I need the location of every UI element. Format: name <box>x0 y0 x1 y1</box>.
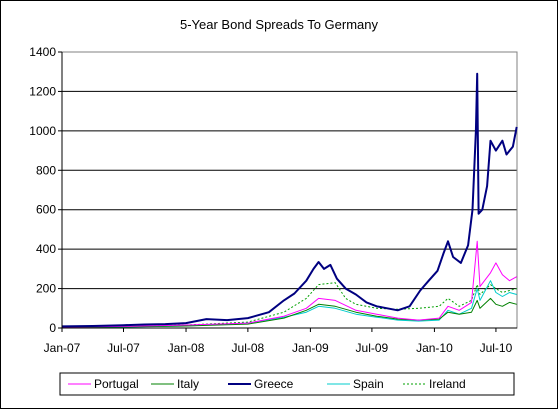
legend-label-italy: Italy <box>177 377 199 391</box>
legend-label-ireland: Ireland <box>429 377 466 391</box>
y-tick-label: 1200 <box>29 84 56 98</box>
series-line-portugal <box>61 240 517 328</box>
x-tick-label: Jul-10 <box>480 341 513 355</box>
y-tick-label: 0 <box>49 321 56 335</box>
legend: Portugal Italy Greece Spain Ireland <box>59 372 515 396</box>
legend-label-greece: Greece <box>254 377 294 391</box>
series-line-ireland <box>61 282 517 328</box>
x-tick-label: Jan-09 <box>292 341 329 355</box>
x-tick-label: Jan-10 <box>416 341 453 355</box>
axes: 0 200 400 600 800 1000 1200 1400 Jan-07 Jul-07 Jan… <box>29 45 517 355</box>
y-tick-label: 600 <box>36 203 56 217</box>
x-tick-label: Jul-08 <box>232 341 265 355</box>
x-tick-label: Jan-08 <box>168 341 205 355</box>
series-line-greece <box>61 72 518 328</box>
legend-label-portugal: Portugal <box>94 377 139 391</box>
y-tick-label: 1400 <box>29 45 56 59</box>
legend-box <box>59 372 515 396</box>
series-lines <box>61 72 518 328</box>
legend-label-spain: Spain <box>353 377 384 391</box>
gridlines <box>62 51 517 290</box>
plot-area <box>61 51 518 329</box>
chart-title: 5-Year Bond Spreads To Germany <box>180 17 379 32</box>
x-tick-label: Jul-09 <box>356 341 389 355</box>
series-line-spain <box>61 280 517 328</box>
y-tick-label: 800 <box>36 163 56 177</box>
y-tick-label: 1000 <box>29 124 56 138</box>
y-tick-label: 400 <box>36 242 56 256</box>
x-tick-label: Jul-07 <box>107 341 140 355</box>
y-tick-label: 200 <box>36 282 56 296</box>
series-line-italy <box>61 297 517 328</box>
x-tick-label: Jan-07 <box>44 341 81 355</box>
